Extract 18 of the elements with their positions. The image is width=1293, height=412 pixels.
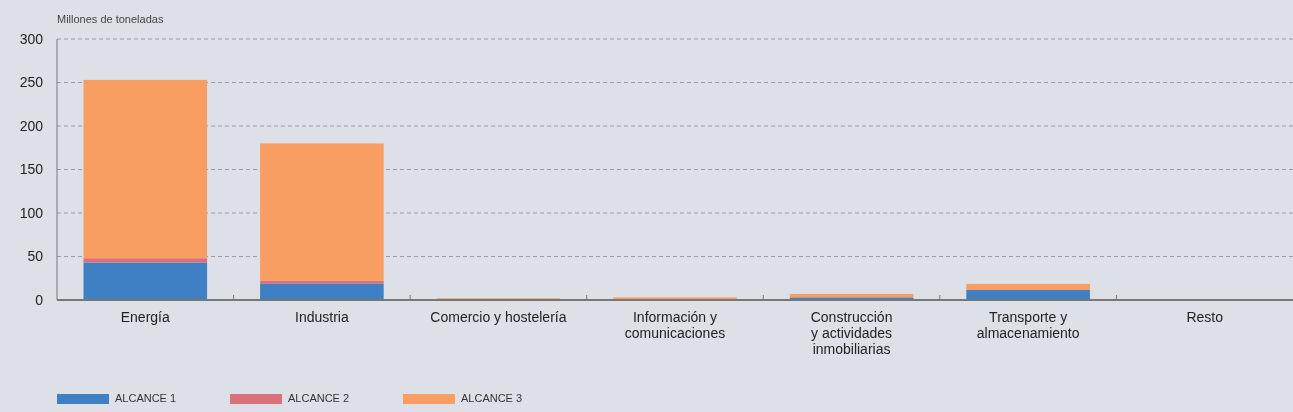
- legend-label: ALCANCE 1: [115, 392, 177, 404]
- y-tick-label: 250: [19, 74, 44, 91]
- x-tick-label: Construcción y actividades inmobiliarias: [810, 309, 893, 357]
- y-tick-label: 300: [19, 30, 44, 47]
- y-tick-label: 200: [19, 117, 44, 134]
- y-tick-label: 0: [35, 291, 44, 308]
- y-axis-title: Millones de toneladas: [57, 13, 164, 25]
- x-tick-label: Resto: [1186, 309, 1224, 325]
- x-tick-label: Comercio y hostelería: [430, 309, 567, 325]
- legend-label: ALCANCE 2: [288, 392, 350, 404]
- legend-label: ALCANCE 3: [461, 392, 523, 404]
- y-tick-label: 150: [19, 161, 44, 178]
- x-tick-label: Información y comunicaciones: [624, 309, 726, 341]
- y-tick-label: 50: [27, 248, 44, 265]
- y-tick-label: 100: [19, 204, 44, 221]
- x-tick-label: Energía: [120, 309, 171, 325]
- x-tick-label: Transporte y almacenamiento: [976, 309, 1080, 341]
- x-tick-label: Industria: [295, 309, 349, 325]
